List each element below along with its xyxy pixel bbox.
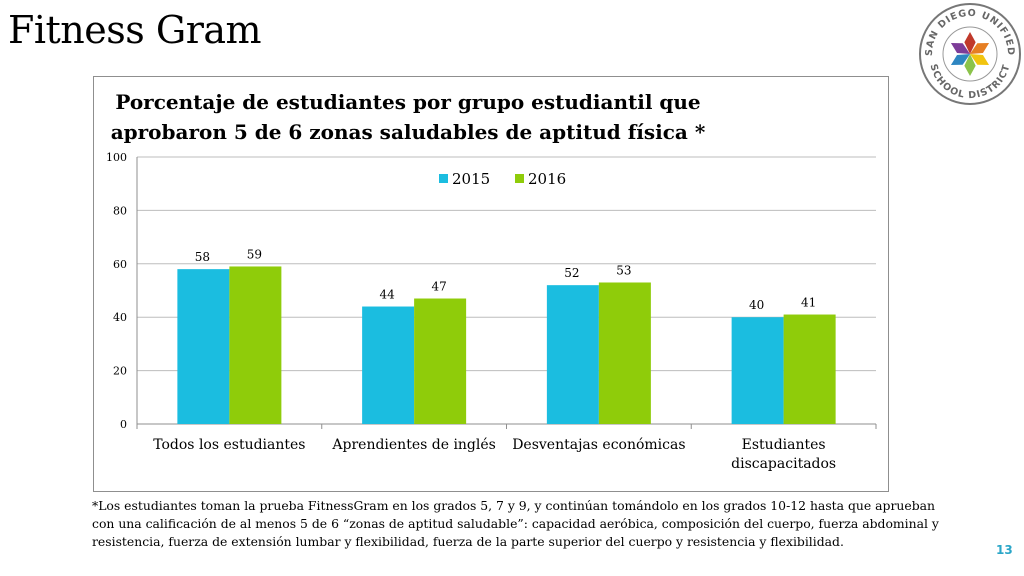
- logo-star-point: [950, 43, 970, 54]
- y-tick-label: 60: [113, 258, 127, 271]
- chart-title-line: aprobaron 5 de 6 zonas saludables de apt…: [111, 120, 706, 144]
- logo-star-point: [964, 32, 976, 54]
- legend-label: 2016: [528, 170, 566, 188]
- chart-title-line: Porcentaje de estudiantes por grupo estu…: [115, 90, 700, 114]
- data-label: 53: [616, 263, 631, 277]
- data-label: 40: [749, 298, 764, 312]
- data-label: 58: [195, 250, 210, 264]
- bar-2015: [546, 285, 599, 424]
- chart-frame: Porcentaje de estudiantes por grupo estu…: [93, 76, 889, 492]
- page-number: 13: [996, 543, 1013, 557]
- slide-title: Fitness Gram: [8, 8, 262, 52]
- y-tick-label: 0: [120, 418, 127, 431]
- bar-2015: [731, 317, 784, 424]
- data-label: 44: [379, 288, 395, 302]
- category-label: Todos los estudiantes: [153, 437, 305, 453]
- bar-2015: [177, 269, 230, 424]
- footnote: *Los estudiantes toman la prueba Fitness…: [92, 498, 939, 549]
- district-logo: SAN DIEGO UNIFIED SCHOOL DISTRICT: [919, 3, 1021, 105]
- bar-2016: [783, 314, 836, 424]
- logo-star-point: [950, 54, 970, 65]
- category-label: discapacitados: [731, 456, 836, 472]
- logo-star-point: [970, 54, 990, 65]
- y-tick-label: 20: [113, 365, 127, 378]
- category-label: Desventajas económicas: [512, 437, 685, 453]
- legend-swatch: [515, 174, 524, 183]
- bar-2016: [414, 298, 467, 424]
- legend-swatch: [439, 174, 448, 183]
- logo-star-point: [970, 43, 990, 54]
- bar-chart: Porcentaje de estudiantes por grupo estu…: [106, 90, 877, 472]
- y-tick-label: 80: [113, 204, 127, 217]
- data-label: 59: [247, 247, 262, 261]
- data-label: 47: [431, 280, 446, 294]
- data-label: 52: [564, 266, 579, 280]
- bar-2016: [598, 282, 651, 424]
- category-label: Aprendientes de inglés: [331, 437, 495, 453]
- bar-2016: [229, 266, 282, 424]
- category-label: Estudiantes: [742, 437, 826, 453]
- logo-star-point: [964, 54, 976, 76]
- y-tick-label: 40: [113, 311, 127, 324]
- bar-2015: [362, 306, 415, 424]
- data-label: 41: [801, 296, 816, 310]
- y-tick-label: 100: [106, 151, 127, 164]
- legend-label: 2015: [452, 170, 490, 188]
- logo-star-icon: [950, 32, 990, 76]
